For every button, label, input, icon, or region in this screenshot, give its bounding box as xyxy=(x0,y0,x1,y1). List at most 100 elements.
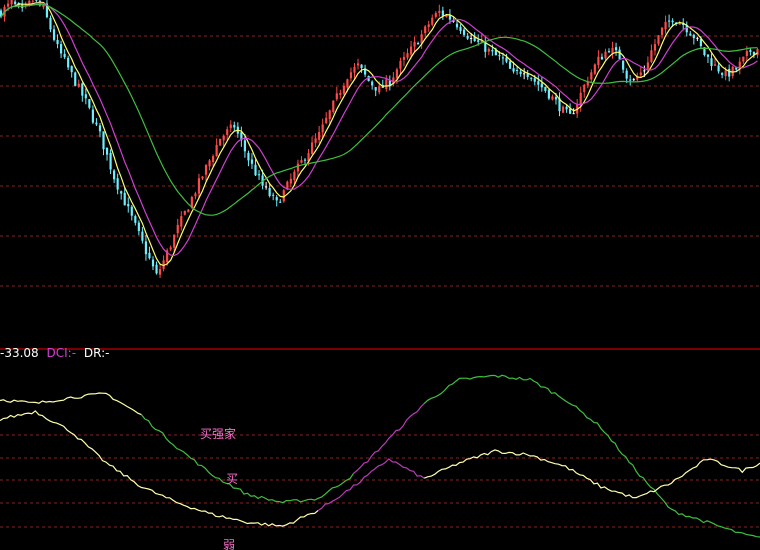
candle-body xyxy=(363,68,367,75)
candle-body xyxy=(321,124,324,133)
candle-body xyxy=(367,75,370,82)
ma-long-line xyxy=(0,3,758,216)
candle-body xyxy=(650,50,653,62)
candle-body xyxy=(533,78,536,82)
candle-body xyxy=(526,74,529,77)
candle-body xyxy=(477,40,480,42)
indicator-line-a xyxy=(0,392,142,416)
indicator-legend: -33.08 DCI:- DR:- xyxy=(0,346,110,360)
zone-label: 买 xyxy=(226,472,238,486)
candle-body xyxy=(487,48,490,52)
candle-body xyxy=(462,29,466,35)
candle-body xyxy=(378,86,381,93)
candle-body xyxy=(169,247,172,250)
candle-body xyxy=(636,76,639,80)
candle-body xyxy=(197,178,201,194)
candle-body xyxy=(646,62,649,69)
candle-body xyxy=(360,64,363,69)
candle-body xyxy=(240,132,243,141)
candle-body xyxy=(183,210,186,215)
candle-body xyxy=(459,26,462,31)
candle-body xyxy=(28,0,31,5)
indicator-lines xyxy=(0,374,760,538)
grid-lines xyxy=(0,35,760,528)
candle-body xyxy=(565,106,568,110)
candle-body xyxy=(742,56,745,62)
candle-body xyxy=(272,194,275,196)
candle-body xyxy=(250,159,254,164)
candle-body xyxy=(300,160,303,163)
candle-body xyxy=(31,0,34,2)
candle-body xyxy=(551,96,554,100)
candle-body xyxy=(303,159,307,161)
candle-body xyxy=(335,93,338,100)
candle-body xyxy=(257,174,261,176)
candle-body xyxy=(586,81,589,86)
candle-body xyxy=(424,26,427,34)
candle-body xyxy=(325,117,328,123)
candle-body xyxy=(144,241,148,255)
candle-body xyxy=(706,54,710,57)
candle-body xyxy=(113,170,116,180)
candle-body xyxy=(501,57,505,59)
ma-mid-line xyxy=(0,2,758,257)
candle-body xyxy=(289,178,292,184)
candle-body xyxy=(664,21,667,30)
candle-body xyxy=(127,203,130,207)
candle-body xyxy=(756,49,759,56)
candle-body xyxy=(226,129,229,135)
candle-body xyxy=(141,231,144,241)
indicator-line-a xyxy=(140,414,354,504)
candle-body xyxy=(731,66,734,76)
candle-body xyxy=(14,1,17,5)
zone-label: 买强家 xyxy=(200,426,236,441)
candle-body xyxy=(10,0,13,5)
candle-body xyxy=(219,138,222,146)
indicator-line-a xyxy=(423,374,760,538)
candle-body xyxy=(466,35,469,39)
candle-body xyxy=(618,49,621,60)
candle-body xyxy=(660,27,664,35)
candle-body xyxy=(547,89,551,99)
candle-body xyxy=(45,3,49,18)
candle-body xyxy=(420,34,423,44)
candle-body xyxy=(204,165,208,175)
candle-body xyxy=(452,20,455,23)
candle-body xyxy=(243,140,247,152)
candle-body xyxy=(158,269,162,275)
candle-body xyxy=(519,71,522,74)
candle-body xyxy=(689,33,692,36)
candle-body xyxy=(417,42,420,45)
candle-body xyxy=(166,250,169,263)
candle-body xyxy=(749,50,752,52)
candle-body xyxy=(279,201,282,203)
candle-body xyxy=(738,61,741,70)
candle-body xyxy=(173,234,176,248)
candle-body xyxy=(332,100,335,112)
candle-body xyxy=(632,79,635,81)
candle-body xyxy=(392,77,395,85)
candle-body xyxy=(703,47,706,56)
candle-body xyxy=(593,64,596,74)
candle-body xyxy=(561,106,565,113)
zone-label: 弱 xyxy=(223,538,235,550)
candle-body xyxy=(88,99,91,108)
indicator-line-b xyxy=(0,410,319,527)
candle-body xyxy=(356,63,360,66)
candle-body xyxy=(91,109,95,123)
candle-body xyxy=(699,39,703,47)
candle-body xyxy=(434,13,437,17)
candle-body xyxy=(254,164,257,176)
candle-body xyxy=(554,97,558,100)
candle-body xyxy=(229,124,232,129)
candle-body xyxy=(614,47,618,51)
candle-body xyxy=(95,122,98,125)
candle-body xyxy=(116,178,119,190)
candle-body xyxy=(406,53,409,58)
candle-body xyxy=(579,92,582,106)
candle-body xyxy=(208,160,211,167)
candle-body xyxy=(607,51,611,53)
candle-body xyxy=(611,47,614,54)
dci-label: DCI: xyxy=(46,346,72,360)
candle-body xyxy=(233,124,236,128)
